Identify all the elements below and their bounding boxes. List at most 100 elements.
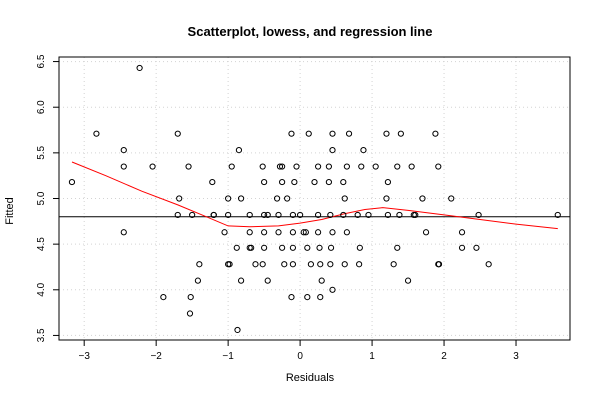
data-point [311,178,318,186]
data-point [149,163,156,170]
data-point [261,244,268,251]
data-point [209,178,216,186]
data-point [317,261,324,268]
data-point [448,195,455,202]
data-point [343,229,350,236]
data-point [408,163,415,170]
data-point [314,211,322,219]
data-point [233,244,240,251]
data-point [394,244,401,251]
data-point [365,211,372,219]
data-point [345,130,353,137]
data-point [327,244,335,251]
y-axis-label: Fitted [4,197,16,225]
data-point [383,130,390,137]
data-point [288,130,295,137]
data-point [248,244,255,251]
y-axis: 3.5 4.0 4.5 5.0 5.5 6.0 6.5 [36,54,59,342]
x-tick-label: −1 [222,351,234,362]
data-point [304,244,311,251]
data-point [390,261,397,268]
x-axis: −3 −2 −1 0 1 2 3 [78,340,519,362]
x-tick-label: −2 [150,351,162,362]
y-tick-label: 3.5 [36,328,47,342]
data-point [325,163,332,170]
data-point [304,293,311,301]
data-point [305,130,312,137]
data-point [473,244,480,251]
data-point [189,211,196,219]
data-point [410,211,417,219]
data-point [314,229,322,236]
y-tick-label: 5.5 [36,145,47,159]
data-point [327,211,334,219]
data-point [289,211,297,219]
data-point [358,163,365,170]
chart-title: Scatterplot, lowess, and regression line [188,24,433,39]
data-point [340,211,347,219]
data-point [289,261,297,268]
data-point [317,293,324,301]
data-point [210,211,217,219]
data-point [554,211,561,219]
data-point [289,229,297,236]
y-tick-label: 4.5 [36,237,47,251]
data-point [432,130,439,137]
data-point [435,261,442,268]
data-point [289,244,297,251]
data-point [397,130,404,137]
data-point [360,147,367,154]
data-point [261,211,268,219]
data-point [261,178,268,186]
data-point [419,195,426,202]
data-point [329,229,336,236]
data-point [225,261,232,268]
data-point [372,163,379,170]
data-point [234,326,241,334]
data-point [384,211,392,219]
data-point [221,229,228,236]
data-point [187,293,194,301]
data-point [194,277,202,284]
data-point [120,163,127,170]
data-point [475,211,482,219]
data-point [259,261,266,268]
data-point [293,163,300,170]
data-point [246,229,253,236]
data-point [485,261,492,268]
x-tick-label: 3 [513,351,519,362]
data-point [174,130,181,137]
data-point [316,244,323,251]
data-point [354,211,361,219]
data-point [279,163,286,170]
data-point [458,229,466,236]
data-point [196,261,203,268]
data-point [264,211,271,219]
data-point [302,229,309,236]
data-point [185,163,192,170]
data-point [237,195,245,202]
grid [59,57,570,340]
data-point [235,147,243,154]
data-point [176,195,183,202]
x-tick-label: 2 [441,351,447,362]
data-point [396,211,403,219]
data-point [435,163,442,170]
data-point [383,195,390,202]
data-point [237,277,245,284]
data-point [228,163,235,170]
data-point [276,163,284,170]
data-point [314,163,322,170]
data-point [246,211,253,219]
data-point [275,229,282,236]
data-point [288,293,295,301]
data-point [341,261,348,268]
data-point [275,211,282,219]
y-tick-label: 5.0 [36,191,47,205]
data-point [174,211,181,219]
data-point [356,261,363,268]
data-point [93,130,100,137]
data-point [136,64,143,72]
data-point [259,163,266,170]
